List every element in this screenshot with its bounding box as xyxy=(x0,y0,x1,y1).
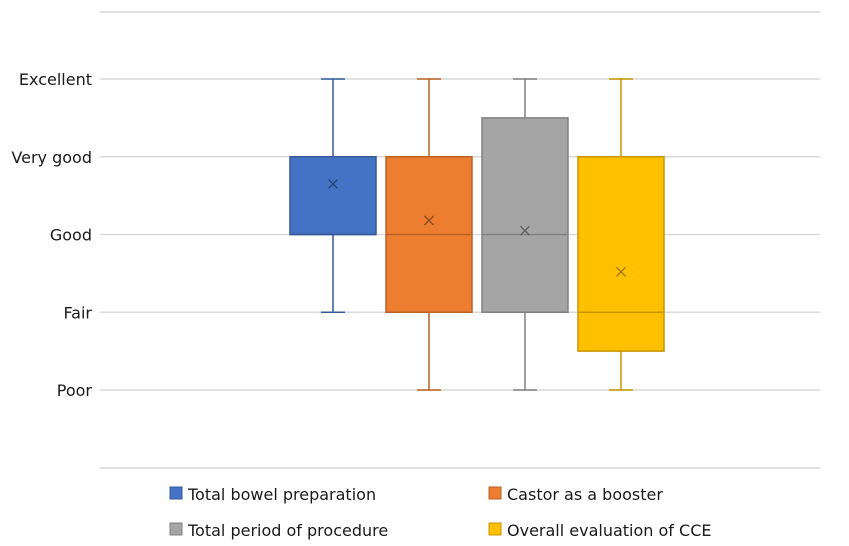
mean-marker xyxy=(328,179,338,189)
box-1 xyxy=(289,78,377,313)
legend-item: Total bowel preparation xyxy=(169,485,376,504)
y-axis-tick-labels: Poor Fair Good Very good Excellent xyxy=(11,70,92,400)
mean-marker xyxy=(616,266,626,277)
box-series xyxy=(289,78,665,391)
legend-swatch xyxy=(169,522,183,536)
mean-marker xyxy=(424,215,434,226)
iqr-box xyxy=(481,117,569,313)
legend-item: Total period of procedure xyxy=(169,521,388,540)
y-tick-label: Fair xyxy=(63,303,92,322)
box-2 xyxy=(385,78,473,391)
box-4 xyxy=(577,78,665,391)
legend-label: Overall evaluation of CCE xyxy=(507,521,711,540)
y-tick-label: Very good xyxy=(11,148,92,167)
box-3 xyxy=(481,78,569,391)
iqr-box xyxy=(577,156,665,352)
iqr-box xyxy=(289,156,377,236)
legend-label: Castor as a booster xyxy=(507,485,663,504)
legend-swatch xyxy=(488,522,502,536)
legend-swatch xyxy=(488,486,502,500)
legend: Total bowel preparation Castor as a boost… xyxy=(169,485,711,540)
legend-item: Overall evaluation of CCE xyxy=(488,521,711,540)
y-tick-label: Poor xyxy=(57,381,93,400)
legend-label: Total bowel preparation xyxy=(187,485,376,504)
mean-marker xyxy=(520,225,530,236)
y-tick-label: Excellent xyxy=(19,70,92,89)
legend-swatch xyxy=(169,486,183,500)
legend-item: Castor as a booster xyxy=(488,485,663,504)
y-tick-label: Good xyxy=(50,226,92,245)
legend-label: Total period of procedure xyxy=(187,521,388,540)
